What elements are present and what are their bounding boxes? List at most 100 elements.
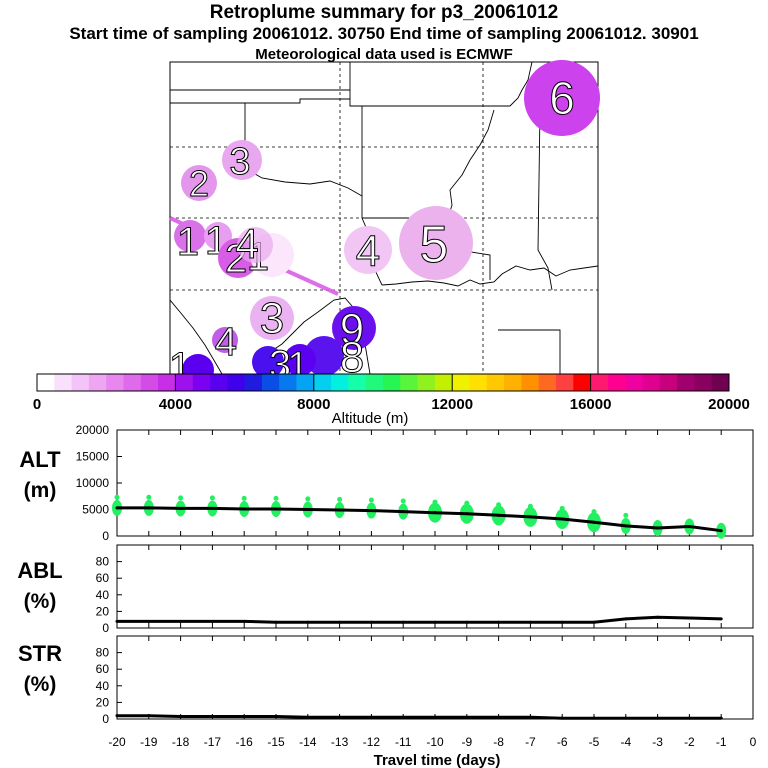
data-point-abl	[656, 615, 660, 619]
alt-distribution-upper	[337, 496, 343, 502]
colorbar-segment-11	[227, 374, 246, 391]
data-point-str	[497, 715, 501, 719]
data-point-abl	[528, 620, 532, 624]
y-tick-label-alt-0: 0	[102, 529, 109, 543]
panel-frame-str	[116, 635, 754, 720]
x-tick-label: -10	[426, 735, 444, 749]
plume-circle-day-3b	[250, 296, 294, 340]
sampling-time-subtitle: Start time of sampling 20061012. 30750 E…	[69, 24, 699, 43]
colorbar-tick-label-4000: 4000	[159, 396, 192, 413]
colorbar-segment-25	[469, 374, 488, 391]
x-tick-label: -17	[204, 735, 222, 749]
data-point-alt	[497, 513, 501, 517]
panel-name-alt: ALT	[19, 447, 61, 472]
plume-label-day-4a: 4	[356, 227, 380, 276]
data-point-str	[719, 716, 723, 720]
time-series-panels: 0 5000 10000 15000 20000 ALT (m) 0 20 40 60 80 ABL (%…	[17, 423, 756, 749]
colorbar-segment-7	[158, 374, 176, 391]
colorbar-segment-28	[521, 374, 540, 391]
data-point-str	[210, 715, 214, 719]
alt-distribution-upper	[305, 496, 311, 502]
data-point-abl	[433, 620, 437, 624]
plume-circle-day-3c	[252, 346, 284, 378]
colorbar-segment-14	[279, 374, 297, 391]
data-point-abl	[179, 619, 183, 623]
colorbar-segment-34	[625, 374, 643, 391]
colorbar-segment-3	[88, 374, 107, 391]
panel-alt: 0 5000 10000 15000 20000 ALT (m)	[19, 423, 754, 543]
colorbar-segment-33	[607, 374, 626, 391]
panel-frame-abl	[116, 544, 754, 629]
colorbar-segment-15	[296, 374, 315, 391]
data-point-str	[560, 716, 564, 720]
colorbar-segment-31	[573, 374, 592, 391]
data-point-alt	[274, 507, 278, 511]
data-point-alt	[115, 506, 119, 510]
colorbar-segment-30	[556, 374, 574, 391]
data-point-abl	[719, 617, 723, 621]
data-point-abl	[624, 617, 628, 621]
data-point-str	[656, 716, 660, 720]
colorbar-segment-21	[400, 374, 419, 391]
panel-unit-abl: (%)	[24, 590, 57, 613]
x-tick-label: -7	[525, 735, 536, 749]
plume-label-day-1a: 1	[177, 220, 199, 264]
colorbar-segment-38	[694, 374, 713, 391]
colorbar-segment-35	[642, 374, 661, 391]
panel-name-abl: ABL	[17, 558, 62, 583]
data-point-alt	[338, 508, 342, 512]
colorbar-segment-22	[417, 374, 436, 391]
plume-circle-day-5	[399, 206, 473, 280]
x-tick-label: -11	[395, 735, 412, 749]
data-point-abl	[687, 616, 691, 620]
data-point-str	[369, 715, 373, 719]
colorbar-segment-6	[140, 374, 159, 391]
x-tick-label: 0	[750, 735, 757, 749]
data-point-abl	[242, 619, 246, 623]
chart-title: Retroplume summary for p3_20061012	[209, 2, 559, 23]
colorbar-segment-32	[590, 374, 609, 391]
plume-circle-day-1a	[174, 220, 206, 252]
x-tick-label: -19	[140, 735, 158, 749]
data-point-alt	[306, 508, 310, 511]
data-point-alt	[592, 520, 596, 524]
panel-unit-alt: (m)	[24, 479, 57, 502]
colorbar-segment-5	[123, 374, 142, 391]
data-point-alt	[147, 506, 151, 510]
y-tick-label-alt-10000: 10000	[76, 476, 110, 490]
colorbar-label: Altitude (m)	[332, 410, 409, 427]
plume-label-day-9: 9	[340, 305, 364, 354]
plume-label-day-4b: 4	[235, 220, 258, 267]
data-point-abl	[338, 620, 342, 624]
data-point-str	[687, 716, 691, 720]
data-point-abl	[497, 620, 501, 624]
data-point-abl	[306, 620, 310, 624]
data-point-str	[433, 715, 437, 719]
state-boundaries	[170, 62, 598, 374]
data-point-alt	[369, 509, 373, 513]
meteorology-note: Meteorological data used is ECMWF	[255, 46, 513, 63]
alt-distribution-upper	[178, 495, 184, 501]
alt-distribution-upper	[623, 512, 629, 518]
colorbar-segment-10	[210, 374, 228, 391]
data-point-str	[592, 716, 596, 720]
altitude-colorbar	[36, 373, 730, 392]
colorbar-segment-29	[538, 374, 557, 391]
data-point-alt	[528, 515, 532, 519]
alt-distribution-upper	[368, 497, 374, 503]
alt-distribution-upper	[146, 494, 152, 500]
colorbar-segment-24	[452, 374, 470, 391]
series-line-abl	[117, 615, 722, 624]
data-point-abl	[147, 619, 151, 623]
y-tick-label-str-0: 0	[102, 712, 109, 726]
plume-label-day-6: 6	[549, 72, 575, 124]
data-point-alt	[242, 507, 246, 511]
colorbar-segment-20	[383, 374, 401, 391]
colorbar-segment-37	[677, 374, 695, 391]
plume-circles: 6 5 4 3 2 1 1 2 1 4 3 4 9	[168, 60, 600, 390]
plume-circle-day-4b	[237, 227, 273, 263]
x-tick-label: -20	[108, 735, 126, 749]
colorbar-segment-19	[365, 374, 384, 391]
plume-label-day-2a: 2	[189, 163, 209, 204]
panel-str: 0 20 40 60 80 STR (%)	[18, 635, 754, 726]
